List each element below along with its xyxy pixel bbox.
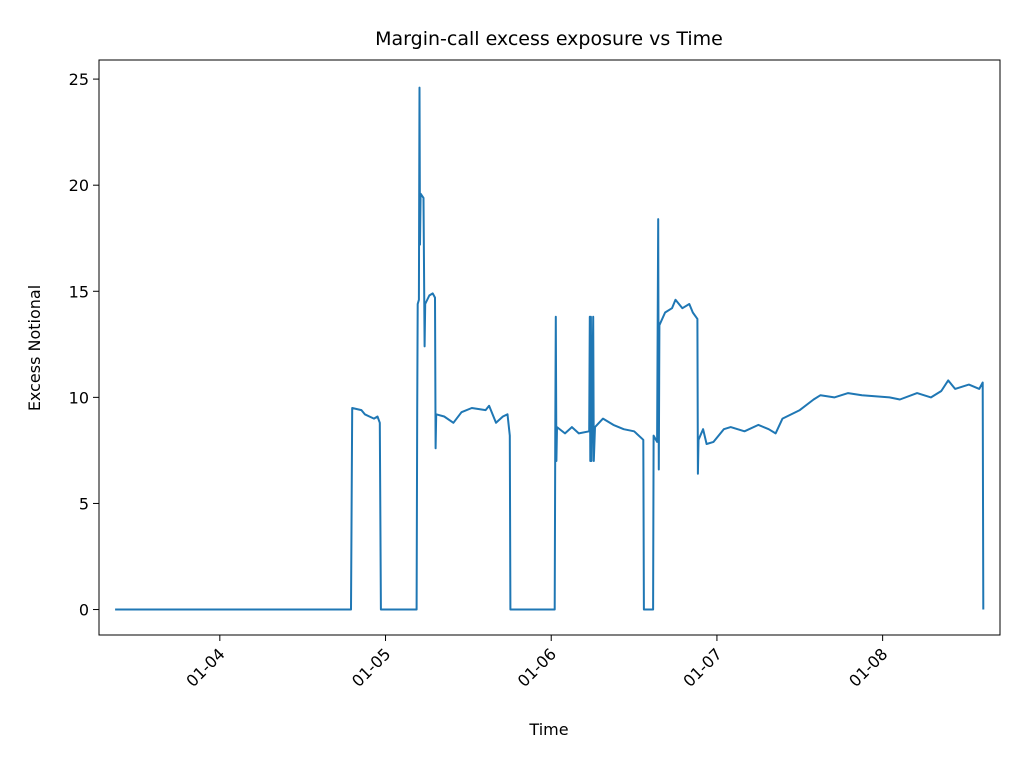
x-axis-label: Time	[528, 720, 568, 739]
y-tick-label: 10	[69, 388, 89, 407]
x-axis-ticks: 01-04 01-05 01-06 01-07 01-08	[182, 635, 891, 691]
x-tick-label: 01-06	[514, 644, 560, 690]
y-axis-label: Excess Notional	[25, 285, 44, 411]
y-tick-label: 0	[79, 601, 89, 620]
chart-title: Margin-call excess exposure vs Time	[375, 28, 723, 50]
y-tick-label: 25	[69, 70, 89, 89]
series-layer	[115, 86, 985, 611]
series-line-1	[115, 86, 985, 611]
plot-frame	[98, 59, 1001, 636]
plot-area	[99, 60, 1000, 635]
x-tick-label: 01-04	[182, 644, 228, 690]
x-tick-label: 01-05	[348, 644, 394, 690]
y-tick-label: 20	[69, 176, 89, 195]
y-axis-ticks: 0 5 10 15 20 25	[69, 70, 99, 620]
y-tick-label: 5	[79, 494, 89, 513]
x-tick-label: 01-07	[679, 644, 725, 690]
x-tick-label: 01-08	[845, 644, 891, 690]
y-tick-label: 15	[69, 282, 89, 301]
